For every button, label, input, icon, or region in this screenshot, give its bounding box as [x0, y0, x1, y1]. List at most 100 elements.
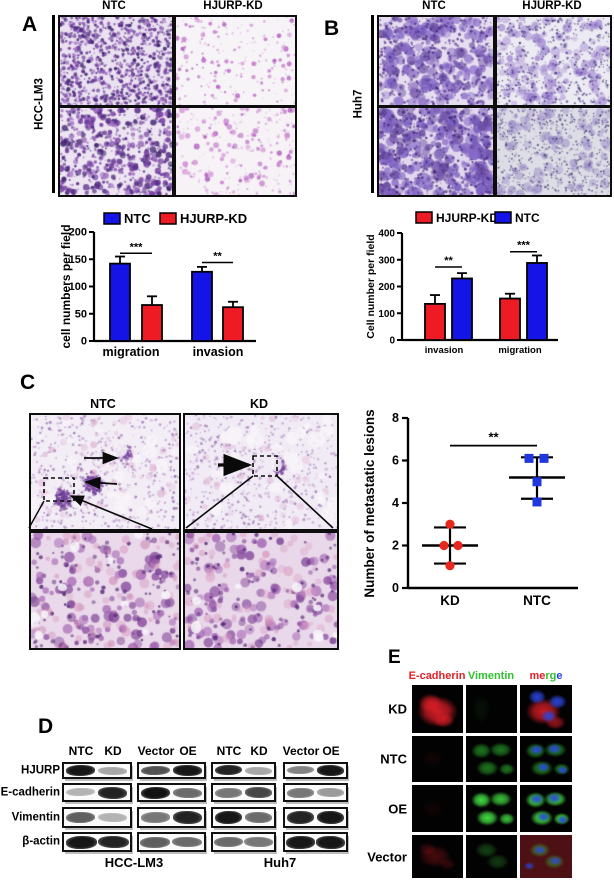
panel-b-col-header-ntc: NTC [422, 0, 446, 12]
panel-a-col-header-ntc: NTC [102, 0, 126, 12]
panel-e-row-label-ntc: NTC [380, 751, 407, 767]
blot-row-label-1: E-cadherin [0, 785, 60, 798]
y-tick-label: 300 [378, 255, 395, 266]
blot-lane-header-vector-2: Vector [137, 744, 175, 758]
blot-row-label-0: HJURP [21, 763, 60, 776]
bar-migration-HJURP-KD [141, 304, 163, 342]
if-image-vector-vimentin [466, 835, 517, 878]
significance-stars: ** [444, 255, 453, 267]
panel-b-cellline-label: Huh7 [352, 89, 365, 119]
bar-invasion-NTC [191, 270, 213, 342]
line-ntc-inset-connector [28, 500, 45, 529]
lung-histology-inset-c-ntc [29, 531, 181, 650]
protein-band [243, 836, 273, 848]
panel-e-row-label-vector: Vector [367, 849, 407, 864]
y-axis-label: Cell number per field [365, 234, 377, 338]
panel-a-bracket-line [52, 15, 55, 193]
if-image-ntc-e-cadherin [412, 736, 463, 782]
transwell-image-b-ntc-2 [377, 106, 495, 197]
y-axis-label: cell numbers per field [59, 224, 73, 348]
transwell-image-b-kd-2 [495, 106, 612, 197]
blot-group-label-hcc-lm3: HCC-LM3 [104, 855, 164, 870]
protein-band [140, 811, 171, 824]
if-image-kd-e-cadherin [412, 685, 463, 733]
panel-e-label: E [388, 647, 401, 668]
y-tick-label: 0 [392, 581, 399, 595]
data-point-NTC [532, 497, 542, 507]
blot-lane-header-ntc-4: NTC [216, 744, 242, 758]
panel-b-label: B [324, 17, 340, 40]
protein-band [244, 786, 273, 799]
legend-swatch-HJURP-KD [415, 211, 433, 224]
protein-band [140, 836, 171, 848]
protein-band [244, 766, 273, 775]
transwell-image-a-ntc-1 [58, 15, 174, 107]
if-image-oe-vimentin [466, 785, 517, 832]
merge-header-letter: m [529, 670, 540, 682]
panel-e-row-label-oe: OE [388, 801, 407, 816]
merge-header-letter: g [549, 670, 557, 682]
line-kd-inset-left [185, 475, 254, 529]
legend-swatch-NTC [103, 212, 121, 225]
legend-label-NTC: NTC [515, 211, 540, 225]
blot-group-label-huh7: Huh7 [263, 855, 297, 870]
protein-band [65, 835, 97, 849]
y-axis-label: Number of metastatic lesions [362, 409, 377, 597]
y-tick-label: 8 [392, 411, 399, 425]
transwell-image-a-kd-1 [174, 15, 297, 107]
transwell-image-b-kd-1 [495, 15, 612, 107]
protein-band [214, 787, 243, 798]
data-point-NTC [532, 477, 542, 487]
x-category-label: invasion [425, 345, 464, 356]
significance-stars: ** [213, 251, 222, 263]
protein-band [97, 835, 129, 849]
panel-e-col-header-merge: merge [529, 671, 562, 682]
blot-lane-header-ntc-0: NTC [68, 744, 94, 758]
panel-b-col-header-hjurpkd: HJURP-KD [522, 0, 582, 12]
panel-e-col-header-e-cadherin: E-cadherin [408, 670, 466, 682]
bar-invasion-NTC [451, 277, 473, 341]
arrow-ntc-inset-connector [69, 495, 153, 530]
data-point-NTC [524, 453, 534, 463]
y-tick-label: 50 [75, 308, 87, 320]
significance-stars: *** [517, 240, 531, 252]
data-point-KD [453, 540, 463, 551]
if-image-oe-merge [520, 785, 572, 832]
blot-row-label-2: Vimentin [11, 810, 60, 823]
protein-band [140, 786, 171, 799]
protein-band [172, 764, 203, 777]
y-tick-label: 0 [81, 336, 87, 348]
panel-a-cellline-label: HCC-LM3 [33, 78, 46, 130]
lung-histology-inset-c-kd [183, 531, 339, 650]
panel-d-label: D [38, 715, 54, 738]
y-tick-label: 150 [69, 254, 87, 266]
y-tick-label: 100 [378, 309, 395, 320]
if-image-ntc-vimentin [466, 736, 517, 782]
y-tick-label: 0 [389, 336, 395, 347]
y-tick-label: 4 [392, 496, 399, 510]
merge-header-letter: e [556, 670, 563, 682]
transwell-image-a-kd-2 [174, 106, 297, 197]
blot-lane-header-kd-5: KD [250, 744, 268, 758]
arrow-ntc-lesion-2 [84, 476, 118, 490]
y-tick-label: 200 [69, 227, 87, 239]
merge-header-letter: r [545, 670, 550, 682]
panel-c-col-header-ntc: NTC [90, 397, 116, 411]
blot-lane-header-kd-1: KD [104, 744, 122, 758]
protein-band [172, 810, 203, 825]
merge-header-letter: e [539, 670, 546, 682]
legend-label-HJURP-KD: HJURP-KD [436, 211, 498, 225]
if-image-kd-vimentin [466, 685, 517, 733]
y-tick-label: 400 [378, 229, 395, 240]
lung-histology-c-ntc [29, 413, 181, 531]
bar-migration-HJURP-KD [499, 297, 521, 341]
transwell-image-a-ntc-2 [58, 106, 174, 197]
protein-band [172, 836, 203, 848]
dashed-roi-box-ntc [43, 477, 75, 502]
protein-band [286, 835, 316, 849]
protein-band [316, 764, 345, 777]
lung-histology-c-kd [183, 413, 339, 531]
